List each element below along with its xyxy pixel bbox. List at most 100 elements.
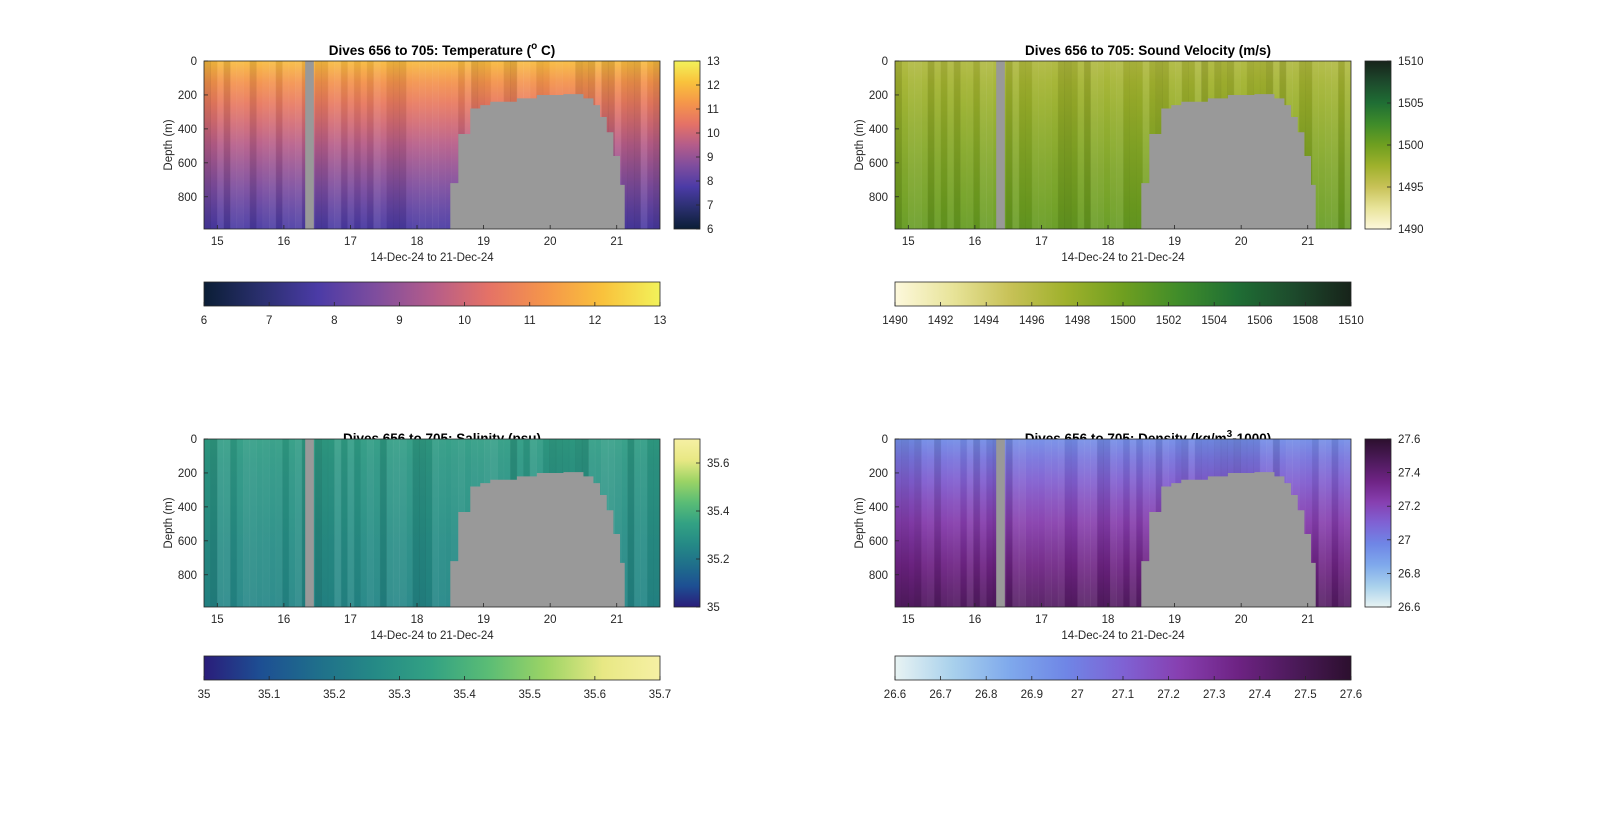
density-dive-column <box>1005 439 1013 607</box>
density-colorbar-horizontal-tick-label: 26.6 <box>884 689 906 701</box>
temperature-seafloor-mask <box>450 94 625 229</box>
temperature-colorbar-tick-label: 9 <box>707 152 713 164</box>
density-colorbar-horizontal-tick-label: 26.8 <box>975 689 997 701</box>
density-seafloor-mask <box>1141 472 1316 607</box>
sound-velocity-dive-column <box>1331 61 1339 229</box>
salinity-dive-column <box>321 439 329 607</box>
salinity-colorbar-horizontal-tick-label: 35.4 <box>453 689 476 701</box>
density-dive-column <box>1116 439 1124 607</box>
sound-velocity-dive-column <box>914 61 922 229</box>
salinity-dive-column <box>334 439 342 607</box>
sound-velocity-colorbar-horizontal-tick-label: 1506 <box>1247 315 1273 327</box>
temperature-colorbar-horizontal-tick-label: 6 <box>201 315 207 327</box>
density-x-tick-label: 18 <box>1102 614 1115 626</box>
sound-velocity-dive-column <box>947 61 955 229</box>
density-dive-column <box>953 439 961 607</box>
sound-velocity-colorbar-tick-label: 1505 <box>1398 98 1424 110</box>
salinity-dive-column <box>210 439 218 607</box>
density-dive-column <box>921 439 929 607</box>
density-dive-column <box>1031 439 1039 607</box>
sound-velocity-dive-column <box>1031 61 1039 229</box>
sound-velocity-dive-column <box>1064 61 1072 229</box>
salinity-colorbar-tick-label: 35.2 <box>707 554 729 566</box>
temperature-colorbar-tick-label: 12 <box>707 80 720 92</box>
temperature-dive-column <box>327 61 335 229</box>
temperature-dive-column <box>627 61 635 229</box>
density-x-tick-label: 20 <box>1235 614 1248 626</box>
salinity-dive-column <box>633 439 641 607</box>
sound-velocity-dive-column <box>895 61 903 229</box>
sound-velocity-y-tick-label: 600 <box>869 158 888 170</box>
sound-velocity-colorbar-horizontal-tick-label: 1500 <box>1110 315 1136 327</box>
temperature-colorbar-tick-label: 10 <box>707 128 720 140</box>
temperature-dive-column <box>614 61 622 229</box>
sound-velocity-dive-column <box>908 61 916 229</box>
density-colorbar-tick-label: 27.2 <box>1398 501 1420 513</box>
temperature-x-tick-label: 16 <box>277 236 290 248</box>
sound-velocity-dive-column <box>1311 61 1319 229</box>
temperature-x-tick-label: 20 <box>544 236 557 248</box>
sound-velocity-colorbar-horizontal-tick-label: 1492 <box>928 315 954 327</box>
temperature-x-axis-label: 14-Dec-24 to 21-Dec-24 <box>370 252 494 264</box>
density-dive-column <box>1142 439 1150 607</box>
density-colorbar-horizontal-tick-label: 26.9 <box>1021 689 1043 701</box>
temperature-dive-column <box>288 61 296 229</box>
salinity-y-tick-label: 200 <box>178 468 197 480</box>
density-dive-column <box>966 439 974 607</box>
sound-velocity-colorbar-horizontal-tick-label: 1510 <box>1338 315 1364 327</box>
temperature-colorbar-horizontal-tick-label: 11 <box>524 315 536 327</box>
salinity-colorbar-tick-label: 35 <box>707 602 720 614</box>
density-dive-column <box>1090 439 1098 607</box>
sound-velocity-dive-column <box>1057 61 1065 229</box>
temperature-dive-column <box>425 61 433 229</box>
density-dive-column <box>1129 439 1137 607</box>
temperature-dive-column <box>321 61 329 229</box>
density-dive-column <box>1331 439 1339 607</box>
sound-velocity-dive-column <box>1318 61 1326 229</box>
sound-velocity-nodata-gap <box>996 61 1005 229</box>
density-y-tick-label: 600 <box>869 536 888 548</box>
density-dive-column <box>1064 439 1072 607</box>
temperature-y-axis-label: Depth (m) <box>163 119 175 170</box>
salinity-dive-column <box>653 439 661 607</box>
density-dive-column <box>1018 439 1026 607</box>
temperature-dive-column <box>249 61 257 229</box>
sound-velocity-colorbar-horizontal-tick-label: 1498 <box>1065 315 1091 327</box>
temperature-dive-column <box>236 61 244 229</box>
salinity-dive-column <box>217 439 225 607</box>
sound-velocity-y-tick-label: 400 <box>869 124 888 136</box>
temperature-title: Dives 656 to 705: Temperature (o C) <box>329 41 555 58</box>
temperature-colorbar-horizontal-tick-label: 12 <box>588 315 601 327</box>
salinity-y-tick-label: 0 <box>191 434 197 446</box>
density-y-axis-label: Depth (m) <box>854 497 866 548</box>
salinity-dive-column <box>353 439 361 607</box>
salinity-dive-column <box>627 439 635 607</box>
temperature-dive-column <box>223 61 231 229</box>
salinity-colorbar-horizontal-tick-label: 35.2 <box>323 689 345 701</box>
temperature-dive-column <box>217 61 225 229</box>
temperature-dive-column <box>210 61 218 229</box>
salinity-dive-column <box>243 439 251 607</box>
salinity-dive-column <box>249 439 257 607</box>
sound-velocity-y-tick-label: 800 <box>869 192 888 204</box>
temperature-x-tick-label: 21 <box>610 236 623 248</box>
sound-velocity-dive-column <box>1005 61 1013 229</box>
sound-velocity-colorbar-tick-label: 1500 <box>1398 140 1424 152</box>
salinity-dive-column <box>438 439 446 607</box>
temperature-dive-column <box>360 61 368 229</box>
density-colorbar-horizontal-tick-label: 27.6 <box>1340 689 1362 701</box>
salinity-colorbar-tick-label: 35.4 <box>707 506 730 518</box>
temperature-panel: Dives 656 to 705: Temperature (o C) 15 16… <box>163 41 720 327</box>
temperature-dive-column <box>445 61 453 229</box>
temperature-dive-column <box>451 61 459 229</box>
density-dive-column <box>927 439 935 607</box>
salinity-dive-column <box>262 439 270 607</box>
sound-velocity-x-tick-label: 18 <box>1102 236 1115 248</box>
temperature-dive-column <box>275 61 283 229</box>
temperature-y-tick-label: 600 <box>178 158 197 170</box>
temperature-dive-column <box>256 61 264 229</box>
density-y-tick-label: 800 <box>869 570 888 582</box>
sound-velocity-dive-column <box>1090 61 1098 229</box>
temperature-colorbar-tick-label: 8 <box>707 176 713 188</box>
density-dive-column <box>908 439 916 607</box>
